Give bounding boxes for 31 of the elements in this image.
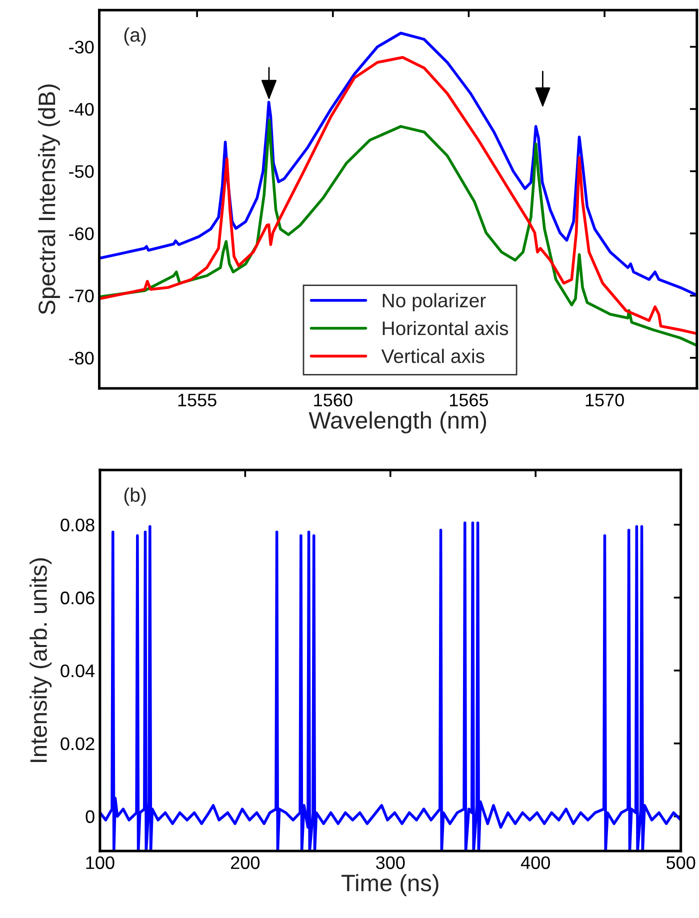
y-tick-label: -40 [69,102,94,116]
x-tick-label: 400 [520,856,550,870]
y-tick-label: -70 [69,290,94,302]
x-tick-label: 1570 [586,394,624,406]
x-tick-label: 300 [376,856,405,870]
legend-label: Horizontal axis [382,320,508,336]
line-series [99,118,697,347]
y-axis-title: Intensity (arb. units) [30,558,52,762]
legend-label: Vertical axis [381,348,484,364]
x-tick-label: 500 [666,856,696,870]
y-tick-label: 0.04 [60,664,95,678]
y-tick-label: 0 [86,810,94,824]
y-axis-title: Spectral Intensity (dB) [38,84,60,314]
y-tick-label: -60 [69,227,94,240]
y-tick-label: 0.08 [60,518,94,532]
x-tick-label: 1565 [450,394,488,406]
y-tick-label: -80 [69,352,94,365]
annotation: (a) [124,28,146,46]
y-tick-label: 0.02 [60,737,94,750]
x-tick-label: 1555 [178,394,216,406]
legend-label: No polarizer [382,293,486,312]
line-series [99,56,697,335]
x-axis-title: Wavelength (nm) [308,411,486,434]
y-tick-label: -50 [69,165,94,178]
y-tick-label: -30 [69,40,94,54]
x-tick-label: 200 [231,856,260,870]
y-tick-label: 0.06 [60,592,94,604]
x-tick-label: 100 [86,856,114,870]
annotation: (b) [124,488,146,506]
x-axis-title: Time (ns) [342,874,438,896]
x-tick-label: 1560 [314,394,352,406]
